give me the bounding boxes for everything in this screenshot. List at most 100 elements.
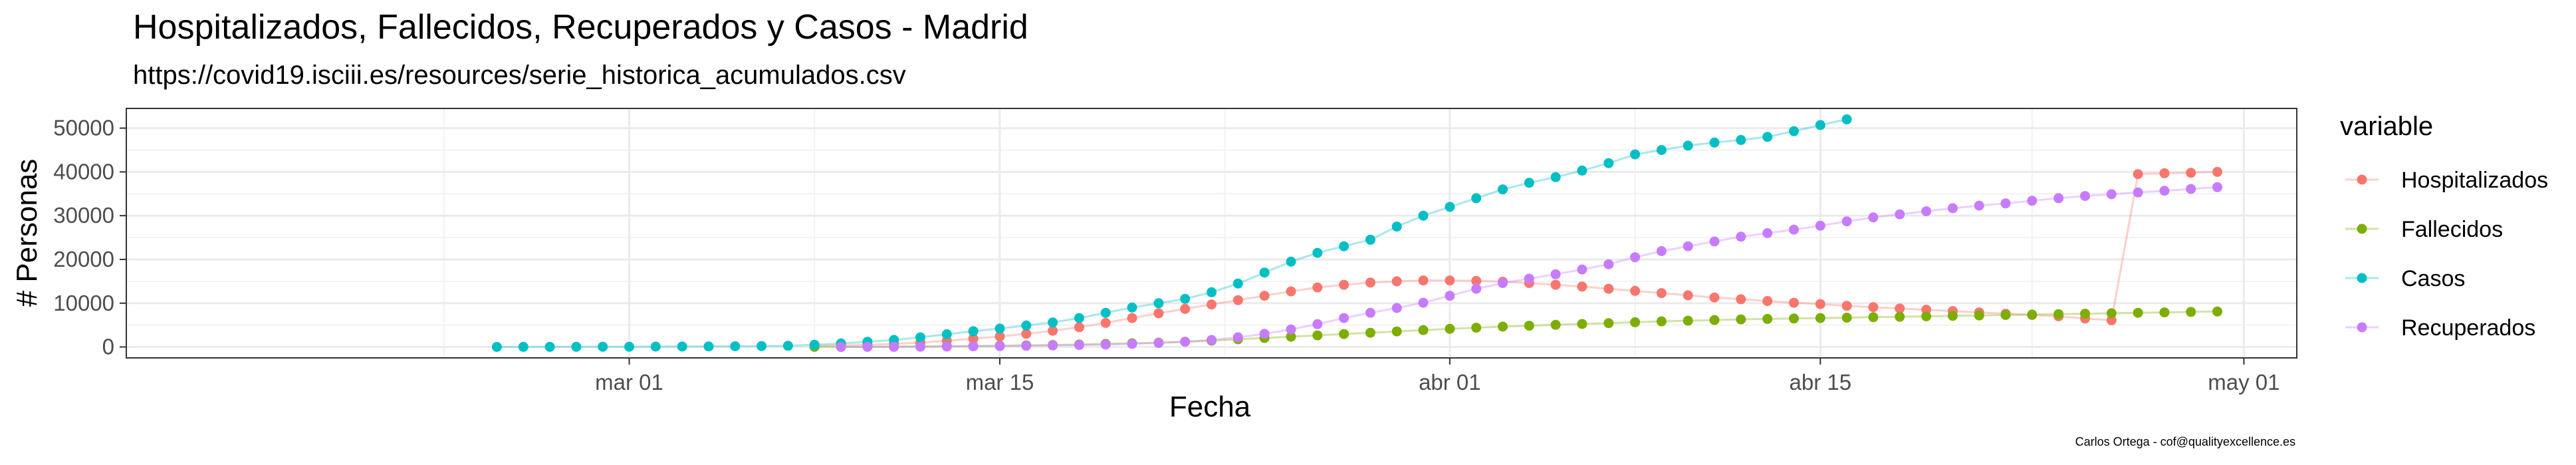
data-point-hospitalizados <box>1232 295 1243 305</box>
data-point-fallecidos <box>1418 325 1429 335</box>
data-point-hospitalizados <box>1127 313 1137 323</box>
data-point-casos <box>782 341 793 351</box>
data-point-casos <box>1391 222 1402 232</box>
data-point-casos <box>995 323 1005 334</box>
data-point-hospitalizados <box>1207 299 1217 310</box>
data-point-fallecidos <box>2159 307 2170 318</box>
data-point-recuperados <box>941 341 952 352</box>
data-point-fallecidos <box>1895 311 1905 322</box>
data-point-casos <box>1789 126 1799 136</box>
data-point-fallecidos <box>1921 311 1932 321</box>
data-point-recuperados <box>915 341 925 352</box>
data-point-casos <box>915 332 925 343</box>
data-point-casos <box>1656 145 1667 155</box>
legend-label-hospitalizados: Hospitalizados <box>2401 168 2548 193</box>
legend-key-point-recuperados <box>2357 322 2367 333</box>
legend-key-point-fallecidos <box>2357 224 2367 234</box>
data-point-casos <box>544 341 555 352</box>
grid-minor <box>126 108 2297 358</box>
x-tick-label: mar 15 <box>966 370 1034 394</box>
data-point-casos <box>677 341 687 352</box>
data-point-hospitalizados <box>1630 285 1641 296</box>
data-point-hospitalizados <box>968 333 979 344</box>
data-point-fallecidos <box>2053 309 2064 319</box>
data-point-hospitalizados <box>2212 166 2222 177</box>
data-point-hospitalizados <box>1471 275 1482 286</box>
data-point-casos <box>809 339 820 350</box>
data-point-hospitalizados <box>1868 302 1879 313</box>
data-point-hospitalizados <box>1762 296 1773 306</box>
data-point-casos <box>1683 140 1693 151</box>
data-point-recuperados <box>1339 313 1349 323</box>
data-point-recuperados <box>1868 212 1879 223</box>
data-point-fallecidos <box>2133 307 2143 318</box>
data-point-fallecidos <box>2000 310 2011 320</box>
x-tick-label: mar 01 <box>595 370 663 394</box>
series-layer <box>491 114 2222 353</box>
data-point-recuperados <box>1709 236 1720 247</box>
data-point-hospitalizados <box>1153 308 1164 319</box>
data-point-casos <box>1180 293 1191 304</box>
y-tick-label: 0 <box>102 335 114 359</box>
data-point-hospitalizados <box>1683 290 1693 301</box>
data-point-hospitalizados <box>1391 276 1402 287</box>
data-point-recuperados <box>1683 241 1693 251</box>
data-point-fallecidos <box>1577 319 1587 329</box>
data-point-recuperados <box>1100 339 1111 350</box>
data-point-fallecidos <box>1524 321 1534 331</box>
y-axis-label: # Personas <box>11 159 43 307</box>
data-point-casos <box>1232 278 1243 289</box>
data-point-recuperados <box>1286 324 1296 335</box>
data-point-recuperados <box>1232 332 1243 343</box>
data-point-casos <box>1524 178 1534 188</box>
data-point-recuperados <box>2106 189 2117 200</box>
data-point-casos <box>1207 287 1217 297</box>
data-point-recuperados <box>1259 329 1270 339</box>
data-point-hospitalizados <box>1656 288 1667 299</box>
data-point-recuperados <box>1207 335 1217 345</box>
data-point-recuperados <box>2053 193 2064 204</box>
data-point-casos <box>571 341 582 352</box>
data-point-recuperados <box>1391 303 1402 313</box>
data-point-recuperados <box>1498 278 1508 288</box>
data-point-casos <box>1153 298 1164 309</box>
data-point-casos <box>1445 202 1455 212</box>
data-point-hospitalizados <box>2133 169 2143 180</box>
data-point-fallecidos <box>1709 315 1720 325</box>
data-point-casos <box>1603 158 1614 168</box>
data-point-recuperados <box>1127 339 1137 349</box>
data-point-fallecidos <box>2027 309 2038 320</box>
data-point-casos <box>650 341 661 352</box>
data-point-recuperados <box>1524 273 1534 284</box>
data-point-casos <box>491 342 502 352</box>
legend: variable Hospitalizados Fallecidos Casos Re… <box>2340 112 2548 341</box>
data-point-recuperados <box>2159 186 2170 196</box>
data-point-hospitalizados <box>1180 303 1191 314</box>
data-point-recuperados <box>2027 196 2038 206</box>
data-point-recuperados <box>968 341 979 352</box>
data-point-fallecidos <box>1868 312 1879 323</box>
data-point-hospitalizados <box>1100 317 1111 328</box>
data-point-casos <box>624 341 634 352</box>
grid-major <box>126 108 2297 358</box>
data-point-fallecidos <box>1762 313 1773 324</box>
y-axis: 0 10000 20000 30000 40000 50000 <box>53 116 126 359</box>
x-axis-label: Fecha <box>1169 390 1251 423</box>
data-point-recuperados <box>862 342 873 352</box>
data-point-recuperados <box>2186 184 2196 194</box>
data-point-fallecidos <box>1339 329 1349 339</box>
data-point-hospitalizados <box>995 331 1005 342</box>
data-point-recuperados <box>995 341 1005 351</box>
data-point-casos <box>1048 317 1058 328</box>
data-point-recuperados <box>1074 340 1084 351</box>
legend-key-point-casos <box>2357 273 2367 283</box>
data-point-hospitalizados <box>1074 322 1084 333</box>
data-point-fallecidos <box>1498 321 1508 332</box>
data-point-fallecidos <box>2080 309 2090 319</box>
data-point-hospitalizados <box>1259 291 1270 301</box>
data-point-recuperados <box>2212 182 2222 192</box>
data-point-recuperados <box>1445 291 1455 301</box>
data-point-recuperados <box>1021 341 1032 351</box>
data-point-fallecidos <box>1603 318 1614 329</box>
